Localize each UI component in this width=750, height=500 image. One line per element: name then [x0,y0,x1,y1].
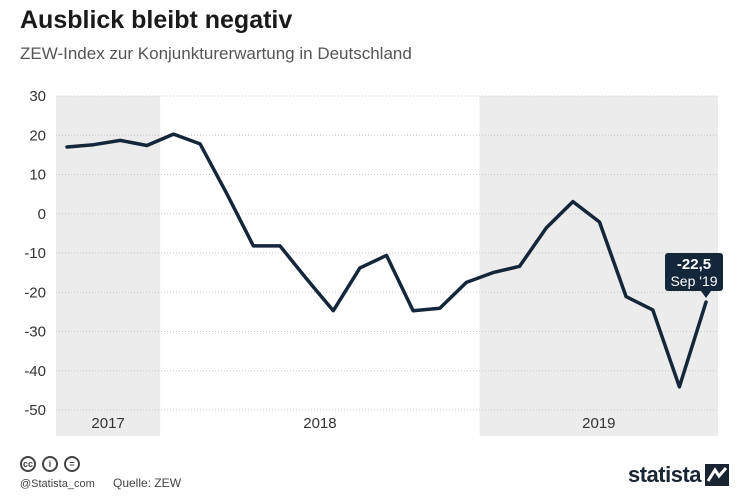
year-label-2019: 2019 [582,415,615,432]
chart-title: Ausblick bleibt negativ [20,6,293,34]
no-derivatives-icon: = [64,456,80,472]
y-tick-label: -10 [24,245,46,262]
y-tick-label: 30 [29,88,46,105]
source-text: Quelle: ZEW [113,476,182,490]
statista-wordmark: statista [628,462,702,487]
cc-icon: cc [20,456,36,472]
chart-subtitle: ZEW-Index zur Konjunkturerwartung in Deu… [20,44,412,63]
callout-box [665,253,723,291]
statista-handle: @Statista_com [20,478,95,490]
y-tick-label: 0 [38,206,46,223]
line-chart: 30 20 10 0 -10 -20 -30 -40 -50 2017 2018 2019 -22,… [24,88,723,436]
statista-mark-icon [705,464,730,486]
y-tick-label: -30 [24,324,46,341]
callout-label: Sep '19 [670,273,717,289]
y-tick-label: 10 [29,167,46,184]
y-tick-label: -40 [24,363,46,380]
y-tick-label: -50 [24,402,46,419]
y-tick-label: -20 [24,284,46,301]
year-band-2017 [56,96,161,436]
year-label-2017: 2017 [91,415,124,432]
license-icons: cc i = [20,456,80,472]
callout-value: -22,5 [677,256,711,273]
statista-logo: statista [628,462,730,488]
y-tick-label: 20 [29,127,46,144]
attribution-icon: i [42,456,58,472]
callout-pointer [701,291,711,298]
series-line [65,132,708,389]
year-label-2018: 2018 [303,415,336,432]
